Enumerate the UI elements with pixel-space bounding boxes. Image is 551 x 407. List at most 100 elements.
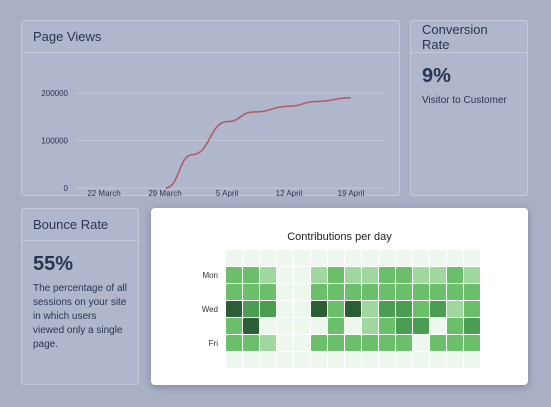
heatmap-cell (413, 301, 429, 317)
heatmap-cell (277, 267, 293, 283)
x-tick-label: 12 April (276, 189, 303, 197)
page-views-card: Page Views 200000 100000 0 22 March 29 March… (21, 20, 400, 197)
heatmap-cell (413, 284, 429, 300)
heatmap-cell (328, 352, 344, 368)
heatmap-cell (243, 284, 259, 300)
heatmap-cell (294, 352, 310, 368)
heatmap-cell (362, 318, 378, 334)
heatmap-cell (294, 335, 310, 351)
heatmap-cell (413, 318, 429, 334)
heatmap-cell (311, 301, 327, 317)
heatmap-cell (243, 352, 259, 368)
heatmap-cell (311, 318, 327, 334)
heatmap-cell (277, 284, 293, 300)
bounce-rate-value: 55% (33, 253, 74, 275)
heatmap-cell (447, 318, 463, 334)
heatmap-cell (362, 352, 378, 368)
conversion-rate-desc: Visitor to Customer (422, 95, 507, 106)
heatmap-row-label: Mon (202, 271, 218, 280)
heatmap-cell (260, 318, 276, 334)
heatmap-cell (430, 284, 446, 300)
heatmap-cell (396, 284, 412, 300)
heatmap-cell (464, 267, 480, 283)
heatmap-cell (294, 318, 310, 334)
heatmap-cell (260, 335, 276, 351)
heatmap-cell (362, 284, 378, 300)
conversion-rate-value: 9% (422, 65, 451, 87)
heatmap-cell (345, 318, 361, 334)
heatmap-cell (345, 335, 361, 351)
heatmap-cell (345, 267, 361, 283)
bounce-rate-desc: The percentage of all sessions on your s… (33, 283, 127, 350)
heatmap-cell (328, 250, 344, 266)
heatmap-cell (430, 301, 446, 317)
heatmap-cell (379, 301, 395, 317)
contributions-card: Contributions per day Mon Wed Fri (151, 208, 528, 385)
heatmap-cell (447, 250, 463, 266)
heatmap-cell (243, 301, 259, 317)
heatmap-cell (379, 352, 395, 368)
contributions-title: Contributions per day (287, 231, 392, 243)
heatmap-cell (226, 318, 242, 334)
heatmap-cell (430, 267, 446, 283)
heatmap-cell (328, 267, 344, 283)
heatmap-cell (260, 301, 276, 317)
heatmap-cell (226, 250, 242, 266)
x-tick-label: 22 March (87, 189, 120, 197)
heatmap-cell (379, 335, 395, 351)
heatmap-cell (396, 250, 412, 266)
page-views-chart: 200000 100000 0 22 March 29 March 5 April 12 A… (41, 89, 385, 197)
heatmap-cell (464, 284, 480, 300)
page-views-line (165, 97, 352, 189)
bounce-rate-title: Bounce Rate (22, 209, 138, 241)
conversion-rate-title: Conversion Rate (411, 21, 527, 53)
heatmap-cell (311, 352, 327, 368)
heatmap-cell (294, 267, 310, 283)
heatmap-cell (311, 267, 327, 283)
heatmap-cell (379, 284, 395, 300)
heatmap-cell (328, 284, 344, 300)
heatmap-cell (260, 352, 276, 368)
heatmap-cell (447, 267, 463, 283)
heatmap-cell (447, 352, 463, 368)
bounce-rate-card: Bounce Rate 55% The percentage of all se… (21, 208, 139, 385)
x-tick-label: 29 March (148, 189, 181, 197)
heatmap-cell (328, 318, 344, 334)
heatmap-cell (243, 250, 259, 266)
heatmap-cell (430, 352, 446, 368)
heatmap-cell (447, 284, 463, 300)
heatmap-cell (396, 301, 412, 317)
heatmap-cell (226, 352, 242, 368)
heatmap-cell (277, 250, 293, 266)
heatmap-cell (430, 335, 446, 351)
heatmap-cell (430, 250, 446, 266)
heatmap-cell (379, 267, 395, 283)
heatmap-cell (277, 352, 293, 368)
y-tick-label: 0 (64, 184, 69, 193)
heatmap-cell (260, 267, 276, 283)
heatmap-cell (328, 335, 344, 351)
heatmap-cell (294, 301, 310, 317)
heatmap-cell (413, 250, 429, 266)
heatmap-cell (243, 318, 259, 334)
heatmap-row-label: Fri (209, 339, 219, 348)
heatmap-cell (345, 352, 361, 368)
heatmap-cell (413, 352, 429, 368)
heatmap-cell (396, 352, 412, 368)
heatmap-cell (362, 301, 378, 317)
heatmap-cell (464, 335, 480, 351)
x-tick-label: 19 April (338, 189, 365, 197)
heatmap-cell (413, 267, 429, 283)
heatmap-cell (413, 335, 429, 351)
heatmap-cell (277, 318, 293, 334)
heatmap-cell (226, 284, 242, 300)
heatmap-cell (447, 301, 463, 317)
heatmap-cell (277, 335, 293, 351)
heatmap-cell (226, 267, 242, 283)
heatmap-row-label: Wed (202, 305, 218, 314)
heatmap-cell (396, 335, 412, 351)
heatmap-cell (396, 267, 412, 283)
heatmap-cell (362, 267, 378, 283)
heatmap-cell (345, 284, 361, 300)
heatmap-cell (447, 335, 463, 351)
